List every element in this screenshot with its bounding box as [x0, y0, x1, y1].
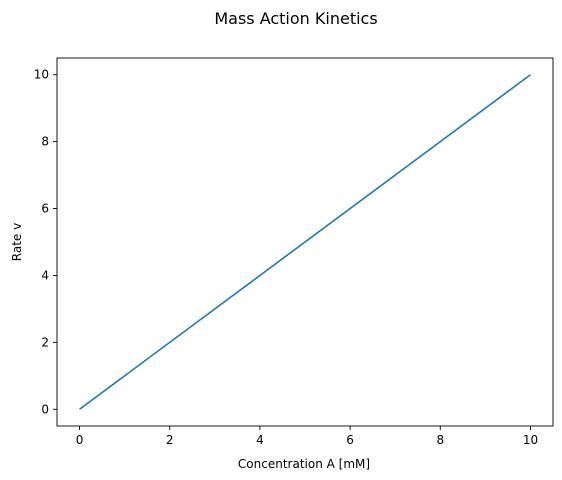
y-tick-label-0: 0 — [41, 402, 49, 416]
y-tick-label-6: 6 — [41, 202, 49, 216]
x-tick-label-10: 10 — [523, 433, 538, 447]
y-tick-label-4: 4 — [41, 268, 49, 282]
x-axis-label: Concentration A [mM] — [238, 457, 370, 471]
x-tick-label-8: 8 — [436, 433, 444, 447]
x-tick-label-0: 0 — [76, 433, 84, 447]
plot-frame — [56, 57, 554, 427]
y-tick-label-10: 10 — [34, 68, 49, 82]
y-axis-label: Rate v — [10, 223, 24, 261]
x-tick-label-2: 2 — [166, 433, 174, 447]
y-tick-label-2: 2 — [41, 335, 49, 349]
plot-area: 0 2 4 6 8 10 0 2 4 6 8 10 — [34, 57, 554, 447]
chart-title: Mass Action Kinetics — [214, 9, 377, 28]
y-tick-label-8: 8 — [41, 135, 49, 149]
x-tick-label-6: 6 — [346, 433, 354, 447]
x-tick-label-4: 4 — [256, 433, 264, 447]
series-line-0 — [79, 74, 531, 410]
